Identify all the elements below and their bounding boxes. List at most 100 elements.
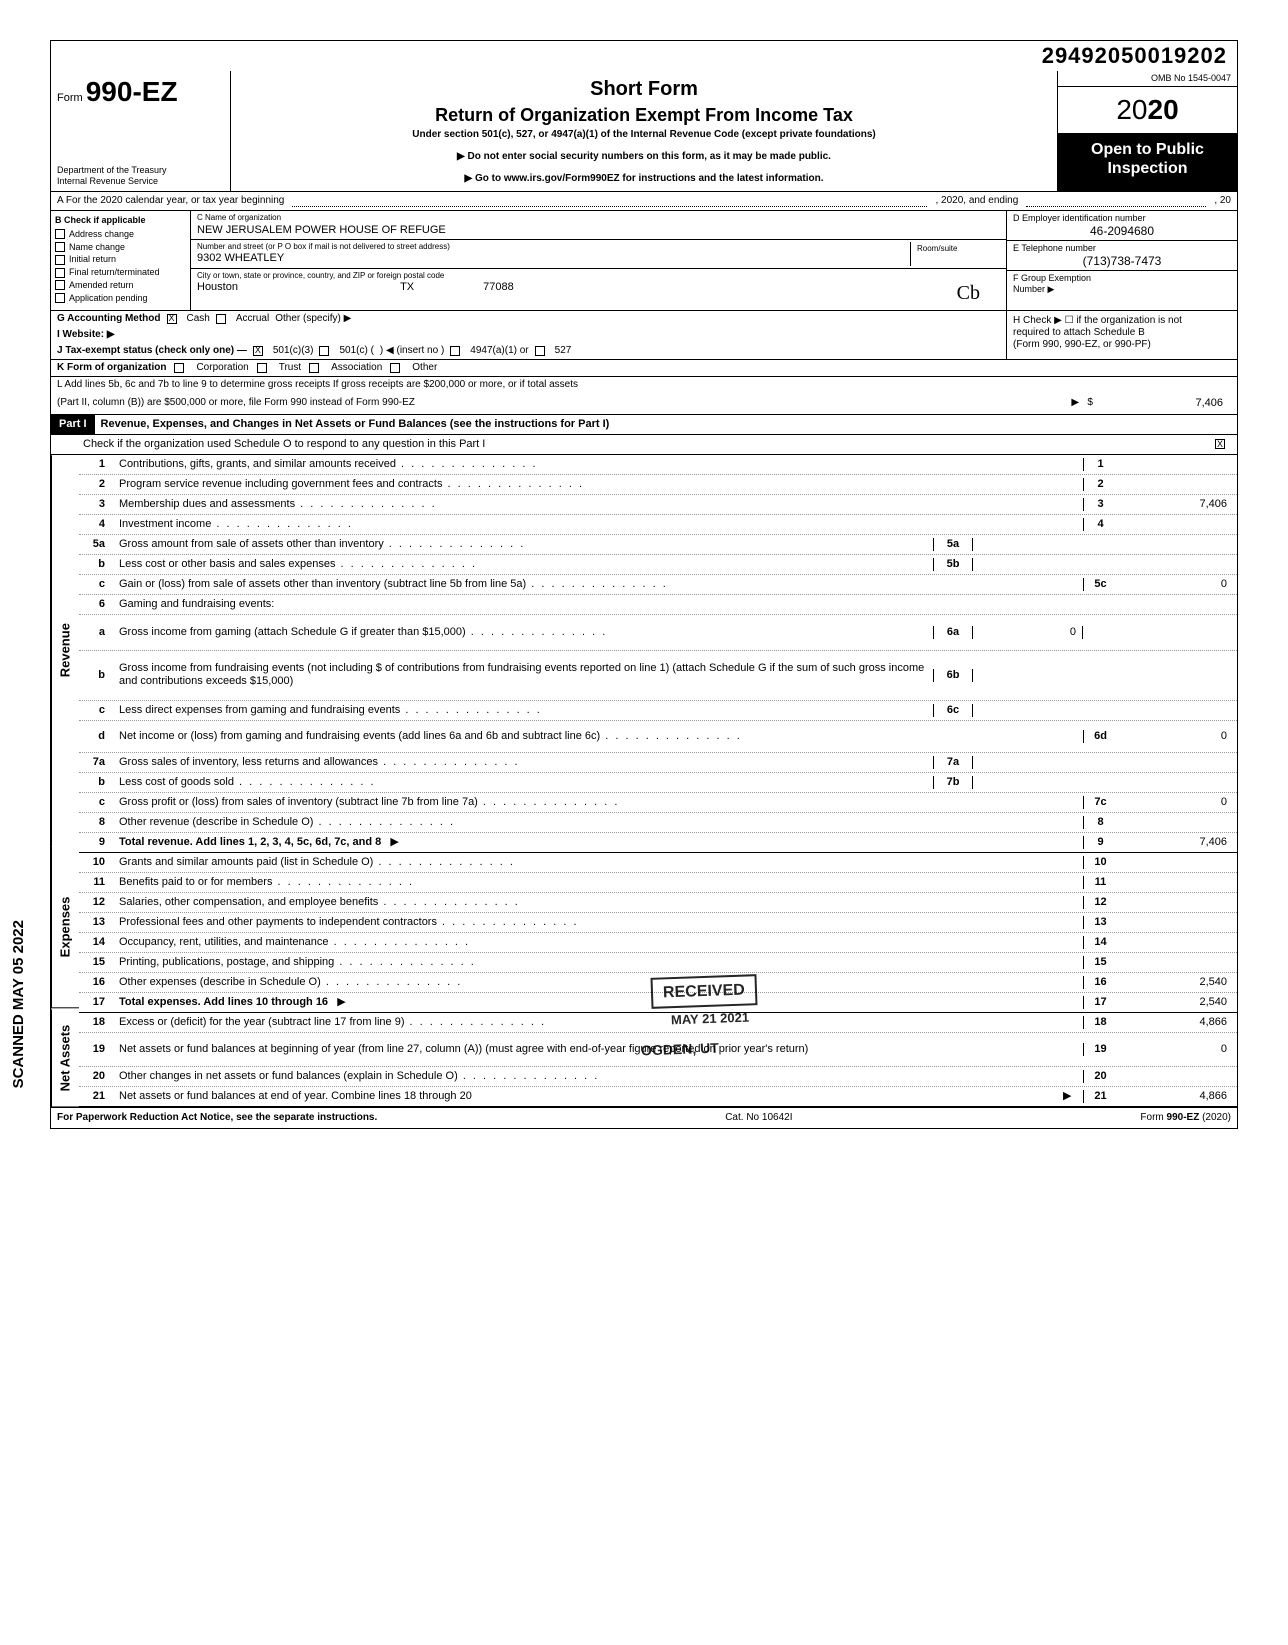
row-a-blank2 <box>1026 195 1206 207</box>
checkbox-icon[interactable] <box>257 363 267 373</box>
chk-amended[interactable]: Amended return <box>55 280 186 291</box>
line-6d: d Net income or (loss) from gaming and f… <box>79 721 1237 753</box>
line-6: 6 Gaming and fundraising events: <box>79 595 1237 615</box>
org-name: NEW JERUSALEM POWER HOUSE OF REFUGE <box>197 224 1000 237</box>
d-ein: D Employer identification number 46-2094… <box>1007 211 1237 241</box>
j-tax-status: J Tax-exempt status (check only one) — X… <box>51 343 1006 359</box>
c-city-row: City or town, state or province, country… <box>191 269 1006 308</box>
side-labels-col: Revenue Expenses Net Assets <box>51 455 79 1107</box>
checkbox-icon[interactable] <box>174 363 184 373</box>
line-1: 1 Contributions, gifts, grants, and simi… <box>79 455 1237 475</box>
dept-line1: Department of the Treasury <box>57 165 167 176</box>
col-def: D Employer identification number 46-2094… <box>1007 211 1237 310</box>
handwritten-cb: Cb <box>957 281 980 305</box>
chk-pending[interactable]: Application pending <box>55 293 186 304</box>
line-4: 4 Investment income 4 <box>79 515 1237 535</box>
open-public-1: Open to Public <box>1064 140 1231 159</box>
d-label: D Employer identification number <box>1013 213 1231 224</box>
checkbox-icon[interactable] <box>55 229 65 239</box>
room-suite: Room/suite <box>910 242 1000 266</box>
chk-initial[interactable]: Initial return <box>55 254 186 265</box>
ssn-warning: ▶ Do not enter social security numbers o… <box>241 151 1047 163</box>
i-website: I Website: ▶ <box>51 327 1006 343</box>
scanned-stamp: SCANNED MAY 05 2022 <box>10 920 28 1088</box>
f-group: F Group Exemption Number ▶ <box>1007 271 1237 297</box>
goto-link: ▶ Go to www.irs.gov/Form990EZ for instru… <box>241 173 1047 185</box>
line-13: 13 Professional fees and other payments … <box>79 913 1237 933</box>
part1-badge: Part I <box>51 415 95 434</box>
line-9: 9 Total revenue. Add lines 1, 2, 3, 4, 5… <box>79 833 1237 853</box>
checkbox-icon[interactable] <box>319 346 329 356</box>
c-city-label: City or town, state or province, country… <box>197 271 1000 281</box>
form-990ez-page: 29492050019202 Form 990-EZ Department of… <box>50 40 1238 1129</box>
main-lines-grid: Revenue Expenses Net Assets 1 Contributi… <box>51 455 1237 1107</box>
org-city-state-zip: Houston TX 77088 Cb <box>197 281 1000 305</box>
line-11: 11 Benefits paid to or for members 11 <box>79 873 1237 893</box>
checkbox-icon[interactable] <box>55 293 65 303</box>
checkbox-icon[interactable] <box>450 346 460 356</box>
chk-name[interactable]: Name change <box>55 242 186 253</box>
stamp-date: MAY 21 2021 <box>671 1010 750 1028</box>
line-15: 15 Printing, publications, postage, and … <box>79 953 1237 973</box>
checkbox-icon[interactable]: X <box>253 346 263 356</box>
checkbox-icon[interactable]: X <box>1215 439 1225 449</box>
right-header-box: OMB No 1545-0047 2020 Open to Public Ins… <box>1057 71 1237 191</box>
line-5b: b Less cost or other basis and sales exp… <box>79 555 1237 575</box>
line-5c: c Gain or (loss) from sale of assets oth… <box>79 575 1237 595</box>
k-form-org: K Form of organization Corporation Trust… <box>51 360 1237 376</box>
checkbox-icon[interactable] <box>309 363 319 373</box>
org-street: 9302 WHEATLEY <box>197 252 910 265</box>
side-revenue: Revenue <box>51 455 79 846</box>
c-name-label: C Name of organization <box>197 213 1000 223</box>
checkbox-icon[interactable] <box>55 280 65 290</box>
row-a-label: A For the 2020 calendar year, or tax yea… <box>57 195 284 207</box>
g-accounting: G Accounting Method XCash Accrual Other … <box>51 311 1006 327</box>
tax-year: 2020 <box>1058 87 1237 134</box>
col-c: C Name of organization NEW JERUSALEM POW… <box>191 211 1007 310</box>
line-6b: b Gross income from fundraising events (… <box>79 651 1237 701</box>
footer-left: For Paperwork Reduction Act Notice, see … <box>57 1112 377 1124</box>
checkbox-icon[interactable]: X <box>167 314 177 324</box>
l-gross-2: (Part II, column (B)) are $500,000 or mo… <box>51 393 1237 414</box>
phone-value: (713)738-7473 <box>1013 254 1231 268</box>
l-amount: 7,406 <box>1111 395 1231 412</box>
open-public-badge: Open to Public Inspection <box>1058 134 1237 191</box>
e-label: E Telephone number <box>1013 243 1231 254</box>
form-id-box: Form 990-EZ Department of the Treasury I… <box>51 71 231 191</box>
line-8: 8 Other revenue (describe in Schedule O)… <box>79 813 1237 833</box>
return-title: Return of Organization Exempt From Incom… <box>241 105 1047 127</box>
checkbox-icon[interactable] <box>55 268 65 278</box>
omb-number: OMB No 1545-0047 <box>1058 71 1237 87</box>
header-row: Form 990-EZ Department of the Treasury I… <box>51 71 1237 192</box>
short-form-label: Short Form <box>241 77 1047 101</box>
stamp-ogden: OGDEN, UT <box>641 1040 719 1060</box>
footer-right: Form 990-EZ (2020) <box>1140 1112 1231 1124</box>
checkbox-icon[interactable] <box>55 255 65 265</box>
line-6a: a Gross income from gaming (attach Sched… <box>79 615 1237 651</box>
chk-address[interactable]: Address change <box>55 229 186 240</box>
checkbox-icon[interactable] <box>216 314 226 324</box>
f-label: F Group Exemption <box>1013 273 1231 284</box>
side-netassets: Net Assets <box>51 1009 79 1107</box>
form-prefix: Form <box>57 92 83 104</box>
footer-mid: Cat. No 10642I <box>725 1112 792 1124</box>
section-bcdef: B Check if applicable Address change Nam… <box>51 211 1237 311</box>
row-a: A For the 2020 calendar year, or tax yea… <box>51 192 1237 211</box>
line-20: 20 Other changes in net assets or fund b… <box>79 1067 1237 1087</box>
line-10: 10 Grants and similar amounts paid (list… <box>79 853 1237 873</box>
dept-line2: Internal Revenue Service <box>57 176 167 187</box>
part1-check-row: Check if the organization used Schedule … <box>51 435 1237 455</box>
checkbox-icon[interactable] <box>55 242 65 252</box>
f-label2: Number ▶ <box>1013 284 1231 295</box>
footer: For Paperwork Reduction Act Notice, see … <box>51 1107 1237 1128</box>
checkbox-icon[interactable] <box>390 363 400 373</box>
c-street-row: Number and street (or P O box if mail is… <box>191 240 1006 269</box>
side-expenses: Expenses <box>51 846 79 1008</box>
chk-final[interactable]: Final return/terminated <box>55 267 186 278</box>
row-kl: K Form of organization Corporation Trust… <box>51 360 1237 415</box>
row-a-blank1 <box>292 195 927 207</box>
checkbox-icon[interactable] <box>535 346 545 356</box>
row-a-mid: , 2020, and ending <box>935 195 1018 207</box>
l-gross: L Add lines 5b, 6c and 7b to line 9 to d… <box>51 376 1237 393</box>
line-2: 2 Program service revenue including gove… <box>79 475 1237 495</box>
